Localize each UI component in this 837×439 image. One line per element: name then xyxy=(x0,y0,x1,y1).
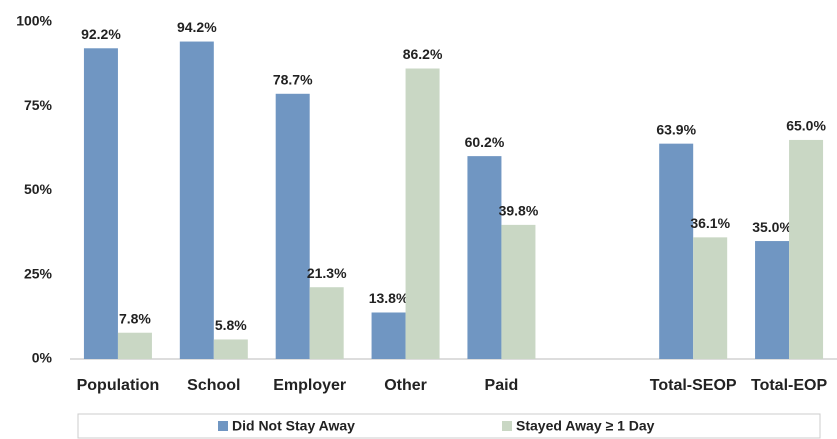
bar xyxy=(371,312,406,359)
bar xyxy=(659,143,694,359)
y-tick-label: 25% xyxy=(24,265,53,281)
x-tick-label: Population xyxy=(77,377,160,394)
x-tick-label: School xyxy=(187,377,240,394)
legend-label: Did Not Stay Away xyxy=(232,418,355,434)
bar xyxy=(179,41,214,360)
legend-swatch xyxy=(502,421,512,431)
y-tick-label: 100% xyxy=(16,13,52,29)
x-tick-label: Paid xyxy=(485,377,519,394)
x-tick-label: Employer xyxy=(273,377,346,394)
value-label: 78.7% xyxy=(273,71,313,87)
value-label: 92.2% xyxy=(81,26,121,42)
bar xyxy=(309,287,344,359)
y-tick-label: 50% xyxy=(24,181,53,197)
bar xyxy=(755,241,790,359)
y-tick-label: 75% xyxy=(24,97,53,113)
value-label: 5.8% xyxy=(215,317,247,333)
x-tick-label: Other xyxy=(384,377,427,394)
value-label: 86.2% xyxy=(403,46,443,62)
value-label: 94.2% xyxy=(177,19,217,35)
value-label: 7.8% xyxy=(119,310,151,326)
value-label: 21.3% xyxy=(307,265,347,281)
bar xyxy=(501,224,536,359)
bar xyxy=(117,332,152,359)
value-label: 13.8% xyxy=(369,290,409,306)
bar xyxy=(467,156,502,359)
value-label: 63.9% xyxy=(656,121,696,137)
legend-swatch xyxy=(218,421,228,431)
x-tick-label: Total-SEOP xyxy=(650,377,737,394)
bar xyxy=(789,139,824,359)
value-label: 60.2% xyxy=(465,134,505,150)
value-label: 39.8% xyxy=(499,203,539,219)
bar xyxy=(693,237,728,359)
bar xyxy=(213,339,248,359)
legend-box xyxy=(77,413,821,439)
value-label: 36.1% xyxy=(690,215,730,231)
y-tick-label: 0% xyxy=(32,350,53,366)
bar xyxy=(83,48,118,359)
legend-label: Stayed Away ≥ 1 Day xyxy=(516,418,655,434)
value-label: 35.0% xyxy=(752,219,792,235)
bar xyxy=(275,93,310,359)
value-label: 65.0% xyxy=(786,118,826,134)
x-tick-label: Total-EOP xyxy=(751,377,827,394)
bar xyxy=(405,68,440,360)
